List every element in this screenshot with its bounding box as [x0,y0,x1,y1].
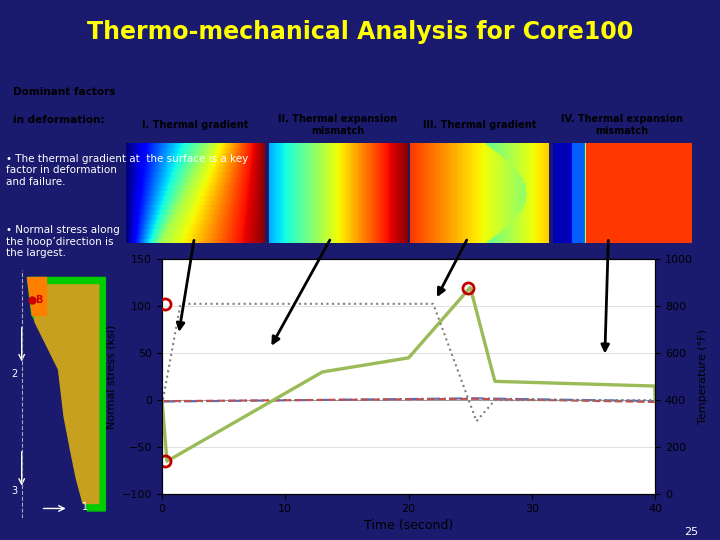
S33 [163,458,171,464]
Text: B: B [35,295,42,305]
S11 [466,395,474,402]
Y-axis label: Normal stress (ksi): Normal stress (ksi) [107,325,117,429]
S33 [358,362,366,369]
Polygon shape [27,278,105,511]
Line: S33: S33 [162,288,655,461]
Text: I. Thermal gradient: I. Thermal gradient [142,120,248,130]
Line: S11: S11 [162,399,655,402]
S33 [375,359,384,366]
S11 [543,396,552,403]
S33 [552,380,561,387]
Text: Dominant factors: Dominant factors [13,87,115,97]
S33 [498,379,506,385]
Text: 3: 3 [11,485,17,496]
S11 [208,398,217,404]
Temperature [651,397,660,403]
S11 [552,396,560,403]
S33 [209,431,217,438]
S33 [158,397,166,403]
S22 [543,397,552,403]
X-axis label: Time (second): Time (second) [364,519,453,532]
Temperature [498,397,506,403]
S11 [357,396,366,403]
S33 [651,397,660,403]
S33 [544,380,552,386]
Temperature [358,301,366,307]
S22 [651,399,660,405]
S22 [466,395,474,402]
Text: Thermo-mechanical Analysis for Core100: Thermo-mechanical Analysis for Core100 [87,21,633,44]
S11 [651,398,660,404]
S11 [158,399,166,405]
S22 [497,396,505,402]
Text: in deformation:: in deformation: [13,114,104,125]
Text: 25: 25 [684,526,698,537]
Temperature [158,402,166,408]
Y-axis label: Temperature (°F): Temperature (°F) [698,329,708,424]
Line: Temperature: Temperature [162,304,655,421]
S22 [208,397,217,404]
S11 [375,396,384,402]
S22 [375,396,384,403]
Temperature [375,301,384,307]
Temperature [472,418,481,424]
S33 [466,285,474,291]
Temperature [544,397,552,403]
S22 [357,396,366,403]
Polygon shape [32,285,99,503]
Text: 2: 2 [11,369,17,379]
S11 [497,395,505,402]
Text: III. Thermal gradient: III. Thermal gradient [423,120,536,130]
Temperature [209,301,217,307]
Polygon shape [27,278,46,315]
Text: II. Thermal expansion
mismatch: II. Thermal expansion mismatch [278,114,397,136]
Line: S22: S22 [162,399,655,402]
S22 [552,397,560,403]
Text: 1: 1 [82,502,89,512]
Temperature [552,397,561,403]
S22 [158,398,166,404]
Text: IV. Thermal expansion
mismatch: IV. Thermal expansion mismatch [561,114,683,136]
Text: • The thermal gradient at  the surface is a key
factor in deformation
and failur: • The thermal gradient at the surface is… [6,154,248,187]
Temperature [176,301,185,307]
Text: • Normal stress along
the hoop’direction is
the largest.: • Normal stress along the hoop’direction… [6,225,120,258]
